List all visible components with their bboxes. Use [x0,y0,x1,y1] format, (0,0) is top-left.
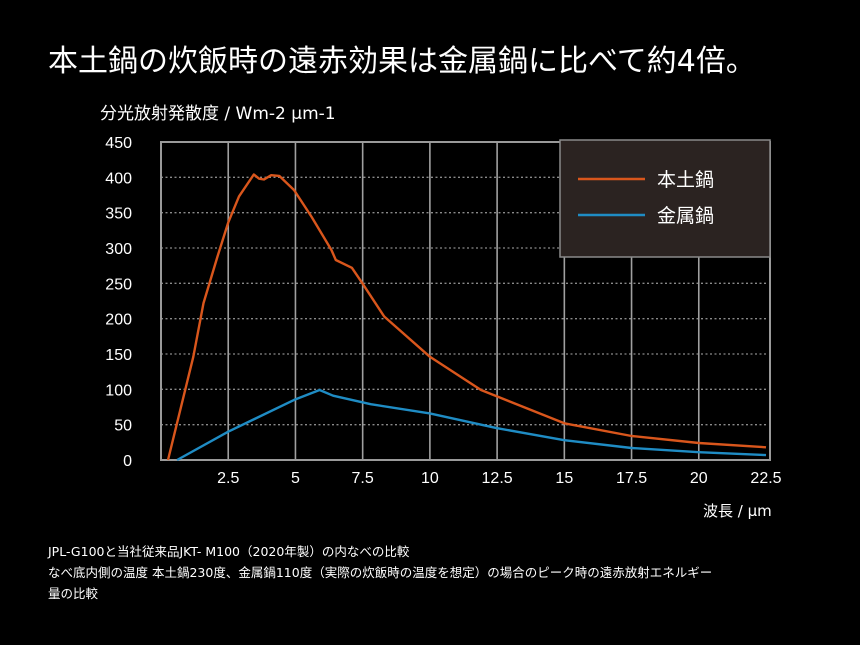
x-axis-label: 波長 / μm [703,502,772,520]
x-tick-label: 10 [421,470,439,487]
x-tick-label: 12.5 [482,470,513,487]
x-tick-label: 7.5 [352,470,374,487]
footnote-line: JPL-G100と当社従来品JKT- M100（2020年製）の内なべの比較 [48,544,410,559]
legend-label: 本土鍋 [657,169,714,191]
footnote-line: なべ底内側の温度 本土鍋230度、金属鍋110度（実際の炊飯時の温度を想定）の場… [48,565,713,580]
y-tick-label: 250 [105,276,132,293]
footnotes: JPL-G100と当社従来品JKT- M100（2020年製）の内なべの比較 な… [48,541,712,604]
y-tick-label: 350 [105,206,132,223]
y-tick-label: 150 [105,347,132,364]
footnote-line: 量の比較 [48,586,99,601]
series-line-donabe [166,173,767,461]
y-tick-label: 50 [114,418,132,435]
x-tick-label: 22.5 [750,470,781,487]
x-tick-label: 15 [555,470,573,487]
y-tick-label: 0 [123,453,132,470]
y-tick-label: 100 [105,382,132,399]
x-tick-label: 20 [690,470,708,487]
plot-frame [160,141,771,461]
x-tick-label: 2.5 [217,470,239,487]
legend-label: 金属鍋 [657,205,714,227]
y-axis-label: 分光放射発散度 / Wm-2 μm-1 [100,104,336,124]
legend-box [559,139,771,258]
page-title: 本土鍋の炊飯時の遠赤効果は金属鍋に比べて約4倍。 [48,44,756,79]
y-tick-label: 450 [105,135,132,152]
x-tick-label: 5 [291,470,300,487]
series-line-metal [176,388,767,462]
x-tick-label: 17.5 [616,470,647,487]
y-tick-label: 300 [105,241,132,258]
y-tick-label: 200 [105,312,132,329]
y-tick-label: 400 [105,170,132,187]
